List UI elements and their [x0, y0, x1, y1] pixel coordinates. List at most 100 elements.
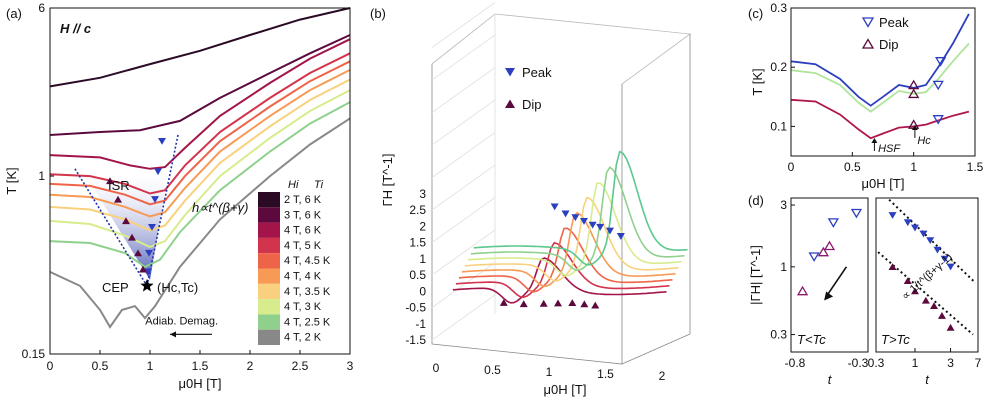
series-line-8 [49, 101, 351, 268]
legend-entry-3: 4 T, 5 K [284, 240, 322, 252]
right-peak-marker-7 [946, 263, 955, 271]
right-peak-marker-2 [910, 224, 919, 232]
legend-swatch-9 [258, 329, 280, 345]
legend-swatch-7 [258, 299, 280, 315]
hsf-label: HSF [878, 143, 901, 155]
peak-marker-0 [935, 57, 947, 67]
peak-marker-1 [154, 168, 162, 176]
z-tick-label: 2.5 [409, 203, 426, 217]
legend-entry-6: 4 T, 3.5 K [284, 286, 331, 298]
grid-line [431, 262, 496, 308]
right-x-tick-label: 0.3 [868, 356, 885, 370]
peak-marker-4 [588, 221, 597, 229]
peak-marker-3 [148, 223, 156, 231]
peak-marker-0 [550, 203, 559, 211]
dip-marker-5 [139, 265, 147, 273]
series-line-1 [790, 42, 970, 113]
right-x-tick-label: 3 [947, 356, 954, 370]
dip-marker-5 [580, 300, 589, 308]
dip-marker-0 [106, 177, 114, 185]
legend-peak-label: Peak [879, 15, 909, 30]
left-arrow [824, 266, 848, 298]
left-arrowhead [824, 291, 834, 301]
legend-peak-label: Peak [522, 65, 552, 80]
y-axis-label: T [K] [4, 167, 19, 194]
panel-c: (c) 0 0.5 1 1.5 0.1 0.2 0.3 μ0H [T] T [K] Peak Dip H… [748, 1, 984, 191]
dip-marker-2 [539, 299, 548, 307]
peak-marker-4 [145, 249, 153, 257]
series-line-0 [49, 7, 351, 88]
x-tick-label: 0 [433, 361, 440, 375]
legend-swatch-8 [258, 314, 280, 330]
right-dip-marker-3 [921, 296, 930, 304]
peak-marker-2 [571, 214, 580, 222]
x-tick-label: 1.5 [967, 160, 984, 174]
x-tick-label: 0.5 [484, 363, 501, 377]
cep-label: CEP [102, 280, 129, 295]
dip-marker-1 [908, 88, 920, 99]
hc-arrowhead [911, 125, 918, 130]
right-peak-marker-6 [940, 255, 949, 263]
x-tick-label: 0 [788, 160, 795, 174]
peak-marker-6 [605, 227, 614, 235]
right-dip-marker-6 [946, 323, 955, 331]
right-dip-marker-1 [903, 277, 912, 285]
scaling-label: h∝t^(β+γ) [192, 200, 248, 215]
series-line-7 [49, 89, 351, 248]
cep-star [140, 278, 154, 292]
series-line-0 [790, 13, 970, 107]
dip-marker-1 [519, 300, 528, 308]
series-line-2 [49, 38, 351, 170]
right-dip-marker-2 [910, 287, 919, 295]
legend-swatch-6 [258, 283, 280, 300]
x-tick-label: 3 [347, 359, 354, 373]
peak-marker-2 [932, 115, 944, 125]
peak-marker-7 [616, 233, 625, 240]
y-tick-label: 0.15 [22, 347, 46, 361]
z-tick-label: -1 [415, 317, 426, 331]
gamma-curve-4 [464, 196, 679, 282]
grid-line [431, 2, 496, 48]
legend-dip-label: Dip [879, 37, 899, 52]
panel-label: (c) [748, 6, 763, 21]
fit-line-upper [888, 198, 977, 284]
x-axis-label: μ0H [T] [544, 382, 587, 397]
z-tick-label: 1 [419, 252, 426, 266]
y-tick-label: 1 [780, 260, 787, 274]
x-axis-label: μ0H [T] [179, 376, 222, 391]
y-tick-label: 0.2 [770, 60, 787, 74]
legend-entry-9: 4 T, 2 K [284, 332, 322, 344]
series-line-9 [49, 117, 351, 329]
grid-line [431, 132, 496, 178]
panel-d: (d)T<Tc-0.8 -0.3t0.313|ΓH| [T^-1] ∝ 1/t^(β… [748, 193, 982, 387]
x-tick-label: 1 [546, 365, 553, 379]
right-x-tick-label: 1 [912, 356, 919, 370]
adiabatic-label: Adiab. Demag. [145, 316, 218, 328]
box-top [431, 13, 692, 85]
z-tick-label: 0 [419, 284, 426, 298]
gamma-curve-0 [452, 257, 667, 304]
peak-marker-0 [158, 138, 166, 145]
x-tick-label: 1 [910, 160, 917, 174]
dip-marker-3 [554, 299, 562, 307]
right-dip-marker-0 [888, 263, 897, 271]
x-tick-label: 2 [659, 369, 666, 383]
panel-b: (b) -1.5 -1 -0.5 0 0.5 1 1.5 2 2.5 3 0 0.5 1 1.5 2 μ0H [… [370, 2, 692, 397]
left-x-tick-label: -0.3 [848, 356, 869, 370]
series-line-3 [49, 52, 351, 195]
legend-swatch-4 [258, 253, 280, 269]
right-dip-marker-5 [937, 312, 946, 319]
left-x-tick-label: -0.8 [785, 356, 806, 370]
gamma-curve-5 [467, 182, 682, 277]
box-bottom-right [621, 333, 691, 365]
legend-peak-marker [861, 17, 875, 28]
y-tick-label: 6 [38, 1, 45, 15]
dip-marker-1 [114, 195, 122, 203]
boundary-right [146, 134, 179, 287]
right-x-tick-label: 7 [975, 356, 982, 370]
left-x-axis-label: t [828, 372, 833, 387]
z-tick-label: 2 [419, 219, 426, 233]
left-peak-marker-2 [850, 208, 863, 219]
peak-marker-5 [596, 223, 605, 231]
x-tick-label: 0.5 [844, 160, 861, 174]
